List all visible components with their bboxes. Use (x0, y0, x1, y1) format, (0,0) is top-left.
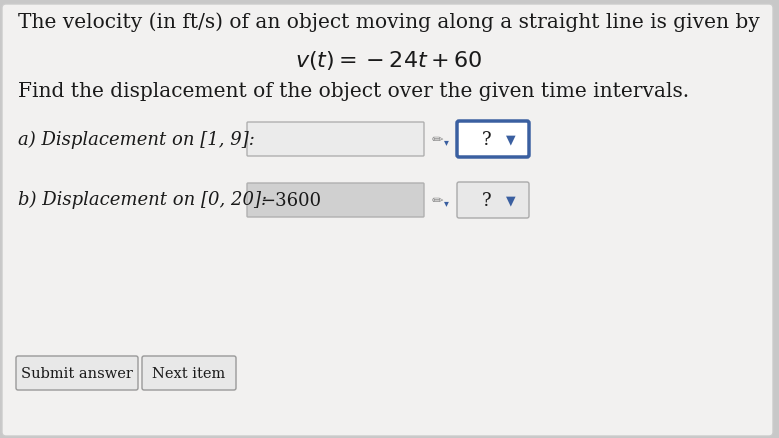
Text: b) Displacement on [0, 20]:: b) Displacement on [0, 20]: (18, 191, 267, 209)
FancyBboxPatch shape (247, 123, 424, 157)
FancyBboxPatch shape (16, 356, 138, 390)
Text: ?: ? (482, 131, 492, 148)
Text: The velocity (in ft/s) of an object moving along a straight line is given by: The velocity (in ft/s) of an object movi… (18, 12, 760, 32)
Text: Next item: Next item (153, 366, 226, 380)
Text: −3600: −3600 (260, 191, 321, 209)
Text: ▼: ▼ (506, 194, 516, 207)
Text: $v(t) = -24t + 60$: $v(t) = -24t + 60$ (295, 49, 482, 72)
FancyBboxPatch shape (457, 183, 529, 219)
Text: Find the displacement of the object over the given time intervals.: Find the displacement of the object over… (18, 82, 689, 101)
Text: ▼: ▼ (506, 133, 516, 146)
Text: ?: ? (482, 191, 492, 209)
FancyBboxPatch shape (247, 184, 424, 218)
Text: ▾: ▾ (443, 137, 449, 147)
Text: ✏: ✏ (432, 133, 442, 147)
Text: ✏: ✏ (432, 194, 442, 208)
Text: a) Displacement on [1, 9]:: a) Displacement on [1, 9]: (18, 131, 255, 149)
FancyBboxPatch shape (2, 5, 773, 436)
FancyBboxPatch shape (457, 122, 529, 158)
Text: ▾: ▾ (443, 198, 449, 208)
Text: Submit answer: Submit answer (21, 366, 133, 380)
FancyBboxPatch shape (142, 356, 236, 390)
